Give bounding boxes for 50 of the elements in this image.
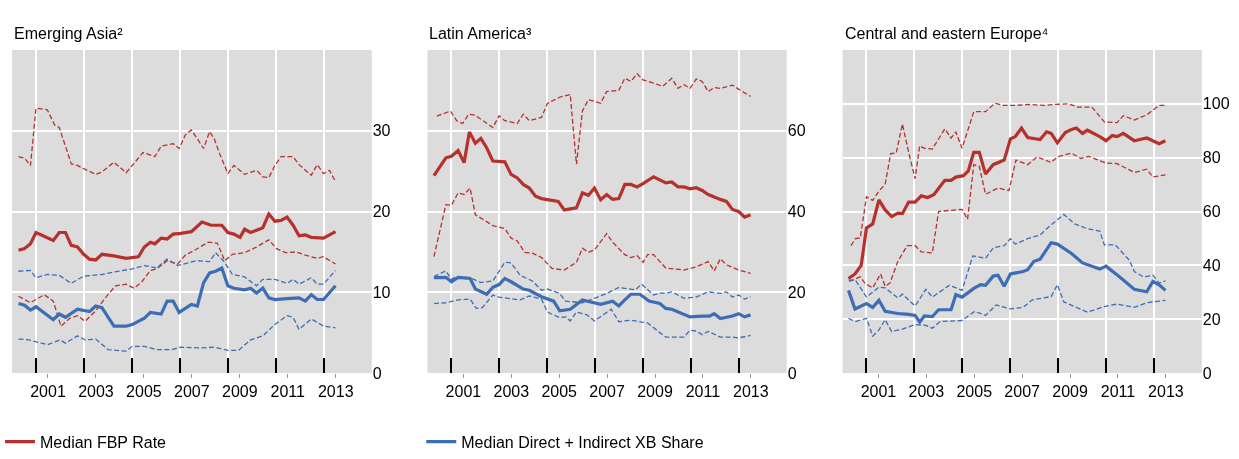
x-tick-label: 2007 xyxy=(1004,383,1041,401)
y-tick-label: 10 xyxy=(372,283,391,301)
x-tick-label: 2013 xyxy=(733,383,769,401)
line-series xyxy=(17,315,337,352)
y-tick-label: 20 xyxy=(1202,310,1221,328)
x-tick-label: 2003 xyxy=(78,383,114,401)
x-tick-label: 2005 xyxy=(956,383,993,401)
line-series xyxy=(16,266,338,328)
y-tick-label: 100 xyxy=(1202,95,1230,113)
y-tick-label: 60 xyxy=(787,122,806,140)
x-tick-label: 2009 xyxy=(1052,383,1088,401)
x-tick-label: 2007 xyxy=(589,383,625,401)
x-tick-label: 2013 xyxy=(317,383,354,401)
x-tick-label: 2001 xyxy=(445,383,482,401)
line-series xyxy=(17,252,337,287)
x-tick-label: 2005 xyxy=(126,383,162,401)
x-tick-label: 2009 xyxy=(637,383,673,401)
x-tick-label: 2001 xyxy=(30,383,66,401)
y-tick-label: 0 xyxy=(787,364,797,382)
chart-title: Latin America³ xyxy=(429,25,532,42)
x-tick-label: 2003 xyxy=(908,383,945,401)
y-tick-label: 20 xyxy=(372,203,391,221)
x-tick-label: 2011 xyxy=(685,383,721,401)
y-tick-label: 60 xyxy=(1202,203,1221,221)
line-series xyxy=(433,187,752,274)
x-tick-label: 2005 xyxy=(541,383,578,401)
x-tick-label: 2009 xyxy=(222,383,258,401)
y-tick-label: 40 xyxy=(1202,256,1221,274)
y-tick-label: 20 xyxy=(787,283,806,301)
x-tick-label: 2003 xyxy=(493,383,530,401)
y-tick-label: 30 xyxy=(372,122,391,140)
chart-title: Emerging Asia² xyxy=(14,25,124,42)
x-tick-label: 2007 xyxy=(174,383,210,401)
y-tick-label: 0 xyxy=(1202,364,1212,382)
x-tick-label: 2011 xyxy=(1100,383,1136,401)
chart-title: Central and eastern Europe⁴ xyxy=(845,25,1049,42)
y-tick-label: 80 xyxy=(1202,149,1221,167)
y-tick-label: 0 xyxy=(372,364,382,382)
line-series xyxy=(850,102,1167,247)
x-tick-label: 2011 xyxy=(270,383,306,401)
legend-label: Median Direct + Indirect XB Share xyxy=(461,433,704,451)
x-tick-label: 2013 xyxy=(1148,383,1184,401)
legend-label: Median FBP Rate xyxy=(40,433,167,451)
x-tick-label: 2001 xyxy=(860,383,897,401)
line-series xyxy=(436,73,752,165)
line-series xyxy=(17,107,337,183)
line-series xyxy=(17,239,337,327)
line-series xyxy=(432,130,753,219)
line-series xyxy=(16,212,338,262)
y-tick-label: 40 xyxy=(787,203,806,221)
